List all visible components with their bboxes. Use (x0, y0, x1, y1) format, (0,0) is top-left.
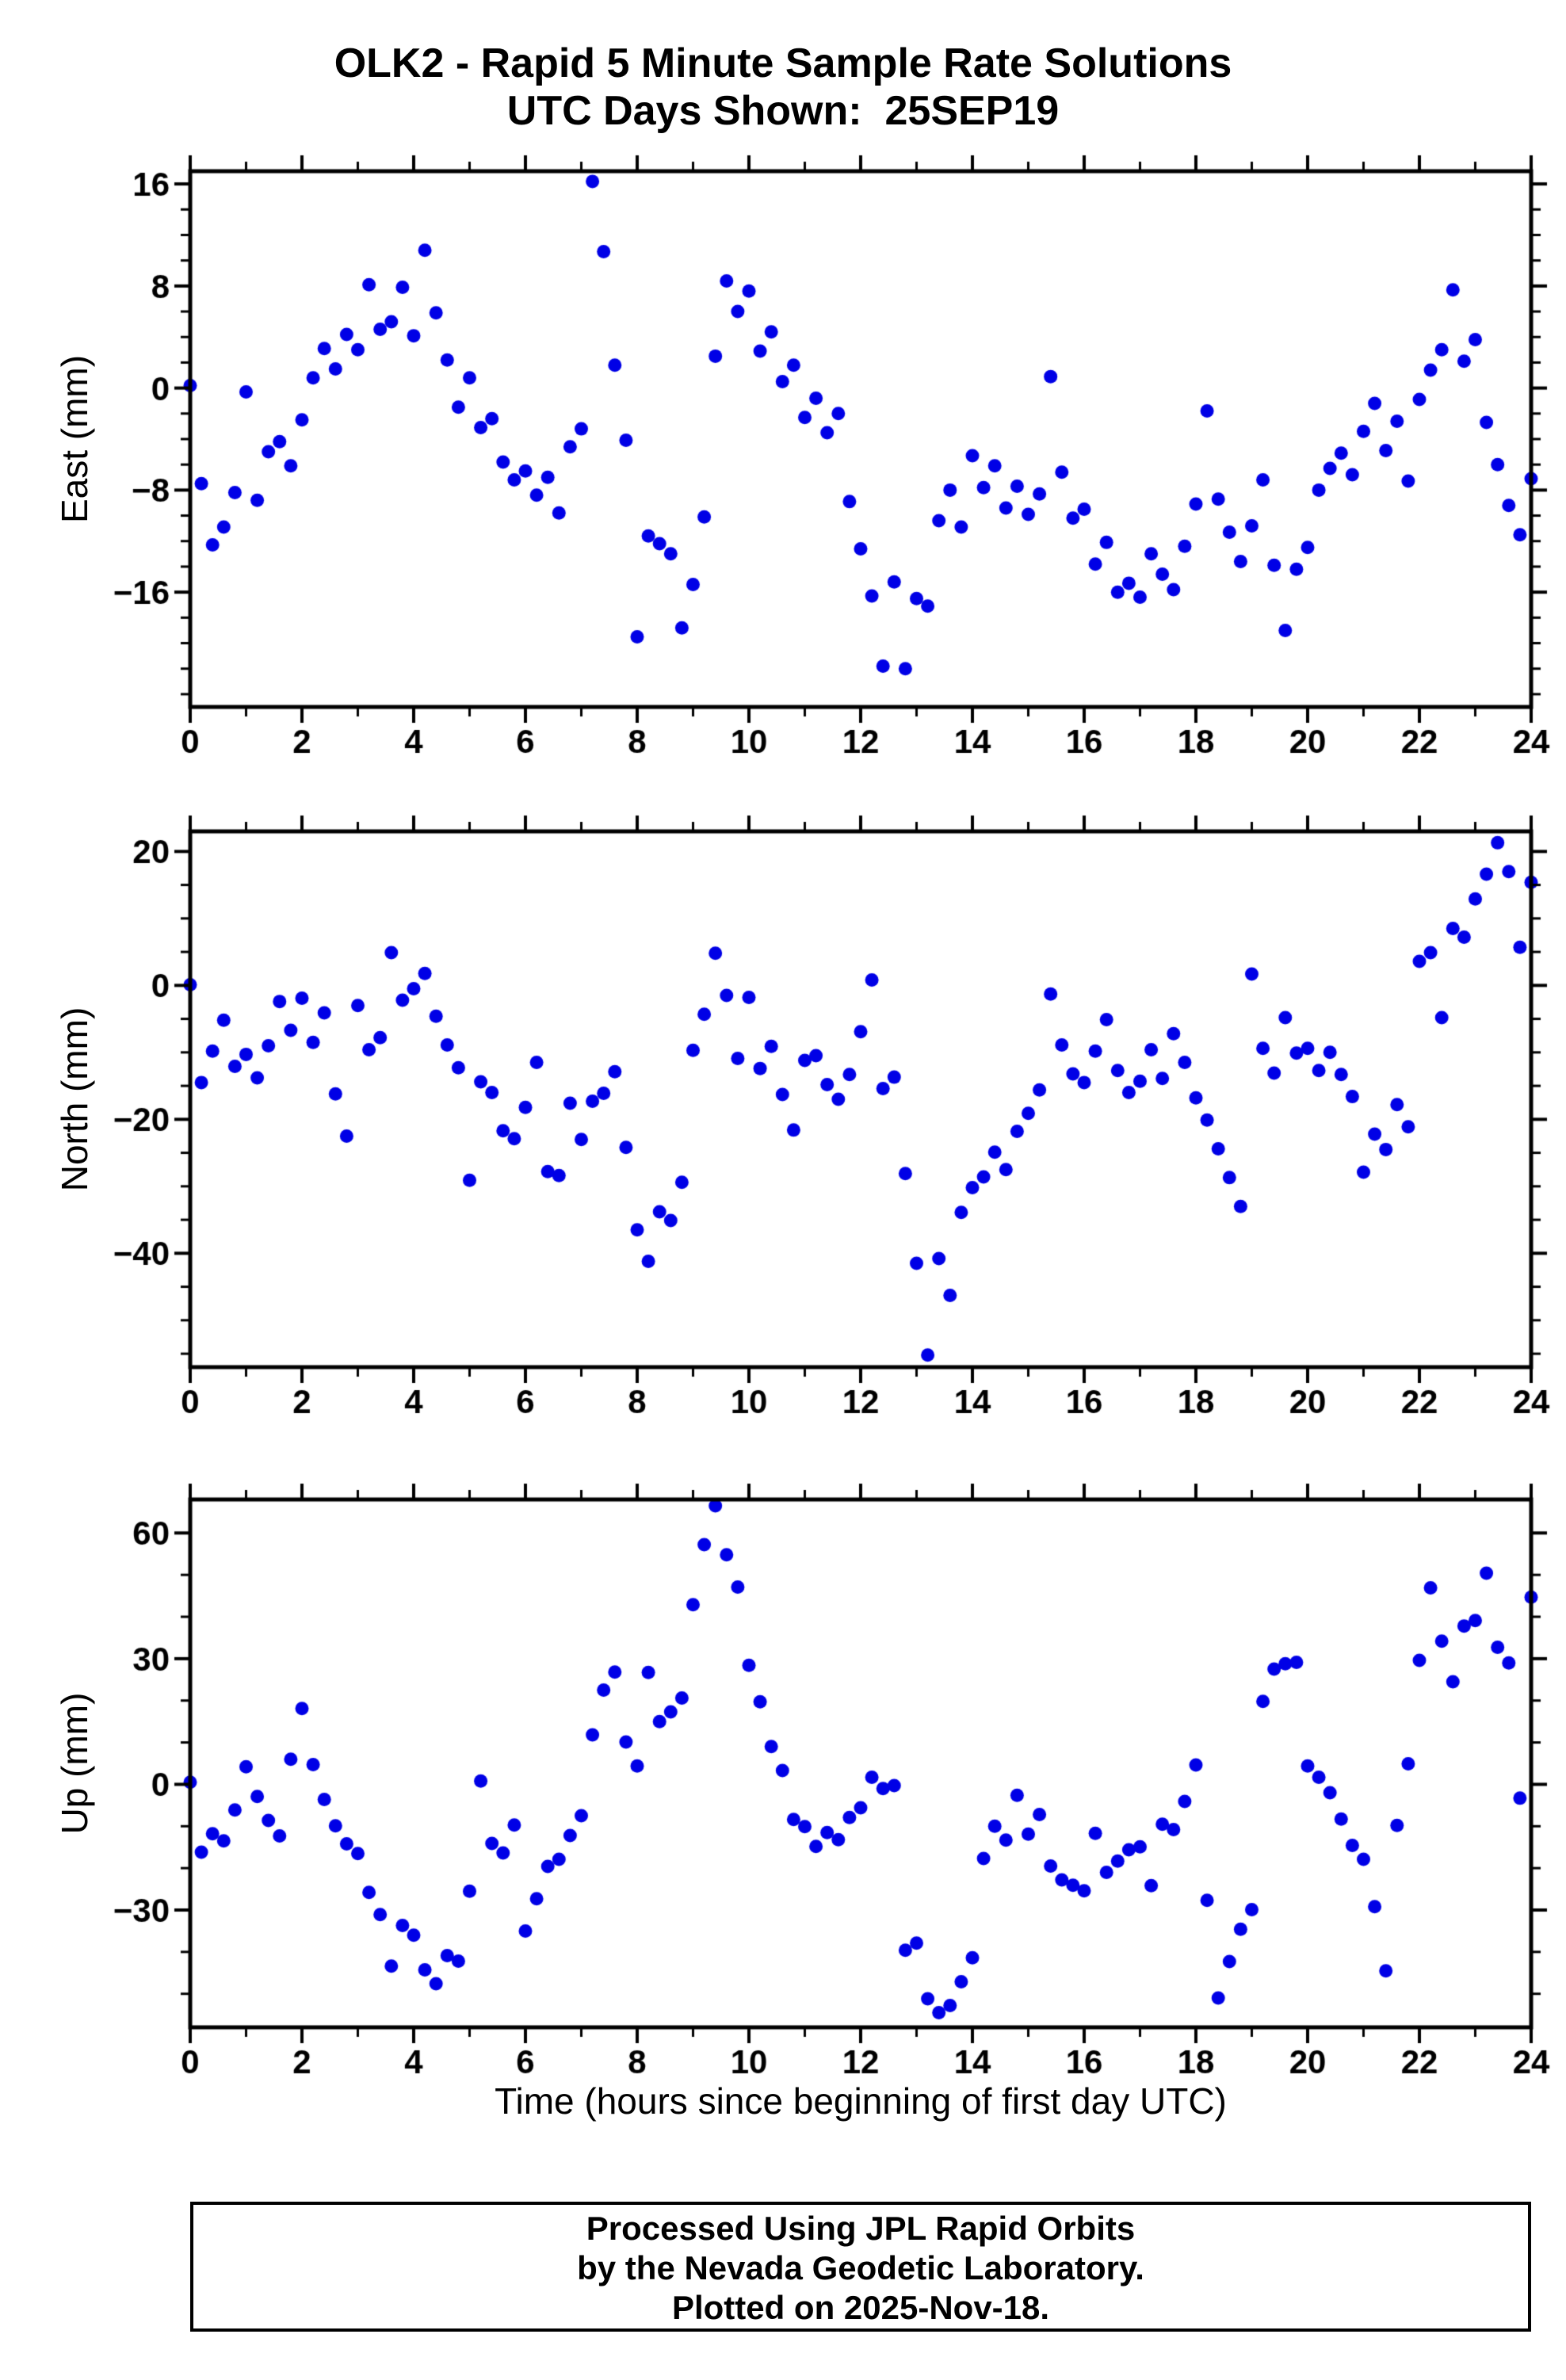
east-axis-label: East (mm) (54, 354, 95, 524)
up-axis-label: Up (mm) (54, 1692, 95, 1835)
chart-title-block: OLK2 - Rapid 5 Minute Sample Rate Soluti… (0, 40, 1566, 135)
footer-line-2: by the Nevada Geodetic Laboratory. (577, 2249, 1144, 2286)
footer-note-box: Processed Using JPL Rapid Orbits by the … (190, 2202, 1531, 2332)
x-axis-title: Time (hours since beginning of first day… (495, 2080, 1227, 2122)
footer-line-1: Processed Using JPL Rapid Orbits (586, 2210, 1136, 2247)
chart-title: OLK2 - Rapid 5 Minute Sample Rate Soluti… (334, 40, 1232, 86)
footer-line-3: Plotted on 2025-Nov-18. (671, 2289, 1050, 2326)
chart-subtitle: UTC Days Shown: 25SEP19 (506, 88, 1060, 134)
north-axis-label: North (mm) (54, 1007, 95, 1192)
